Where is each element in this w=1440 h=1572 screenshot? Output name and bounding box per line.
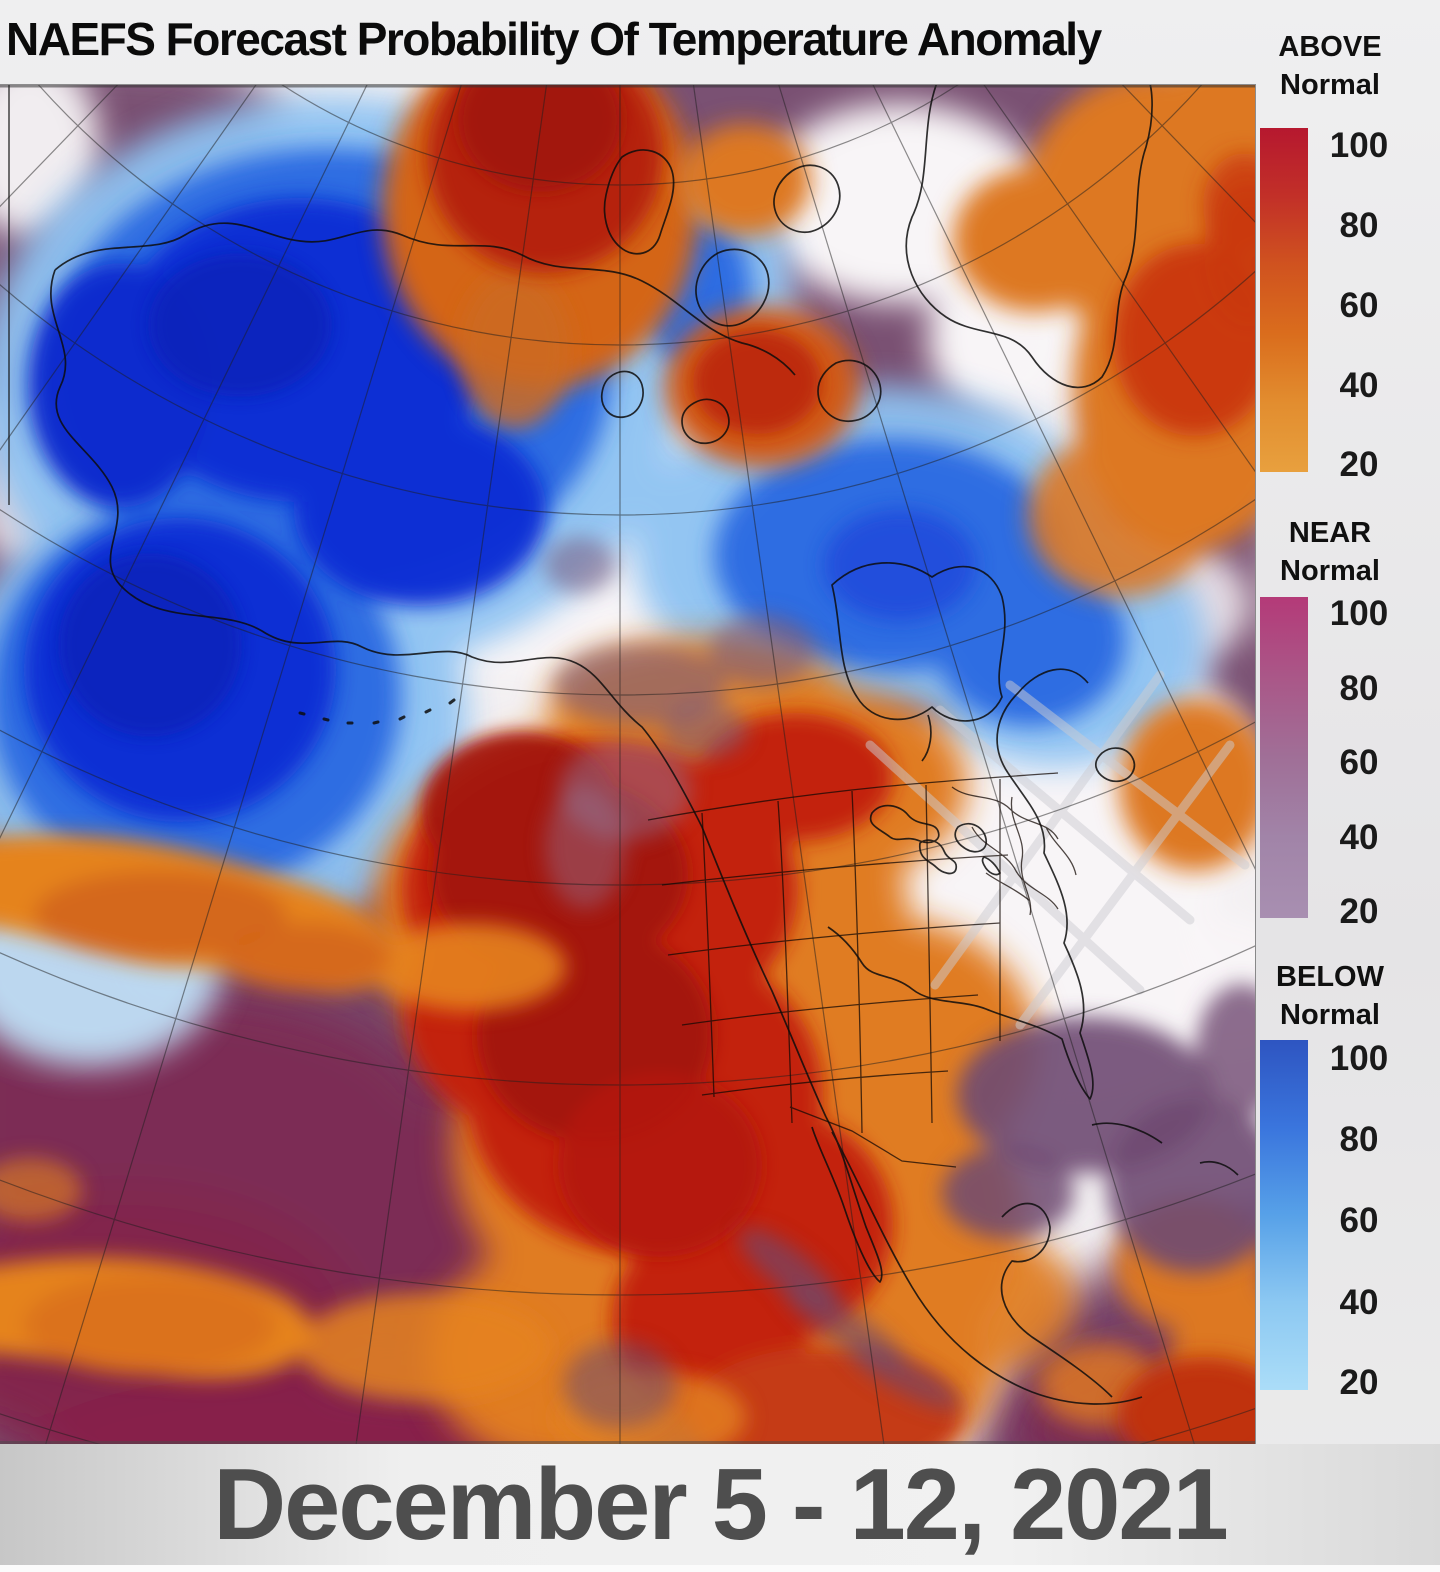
- soft-gray-bands: [865, 670, 1250, 1030]
- tick-label: 100: [1329, 1038, 1389, 1078]
- pacific-orange-streaks: [0, 834, 746, 1444]
- tick-label: 80: [1339, 668, 1379, 708]
- legend-near-line2: Normal: [1280, 555, 1380, 587]
- map-bottom-border: [0, 1441, 1255, 1444]
- state-borders: [647, 772, 1077, 1168]
- legend-above-ticks: 100 80 60 40 20: [1309, 126, 1409, 484]
- map-top-border: [0, 85, 1255, 88]
- atlantic-above-normal-cores: [1113, 153, 1255, 1444]
- tick-label: 60: [1339, 1201, 1379, 1241]
- coastline-paths: [50, 85, 1239, 1405]
- hudson-above-normal-blob: [665, 307, 859, 467]
- tick-label: 100: [1329, 594, 1389, 633]
- legend-near-ticks: 100 80 60 40 20: [1309, 594, 1409, 931]
- tick-label: 100: [1329, 126, 1389, 166]
- tick-label: 40: [1339, 1282, 1379, 1322]
- page-title: NAEFS Forecast Probability Of Temperatur…: [6, 13, 1102, 65]
- legend-panel: ABOVE Normal 100 80 60 40 20 NEAR Normal…: [1255, 0, 1440, 1444]
- legend-below-line1: BELOW: [1276, 961, 1384, 993]
- below-normal-blue-darkest: [58, 253, 332, 737]
- legend-below-ticks: 100 80 60 40 20: [1309, 1038, 1409, 1402]
- tick-label: 60: [1339, 286, 1379, 326]
- forecast-date-range: December 5 - 12, 2021: [213, 1449, 1229, 1561]
- tick-label: 80: [1339, 1120, 1379, 1160]
- tick-label: 20: [1339, 1363, 1379, 1402]
- graticule-lines: [0, 85, 1255, 1444]
- legend-below-colorbar: [1260, 1040, 1308, 1390]
- tick-label: 20: [1339, 891, 1379, 931]
- tick-label: 80: [1339, 206, 1379, 246]
- tick-label: 40: [1339, 818, 1379, 858]
- legend-above-line1: ABOVE: [1278, 31, 1382, 63]
- date-band: December 5 - 12, 2021: [0, 1444, 1440, 1572]
- legend-near-line1: NEAR: [1288, 517, 1372, 549]
- legend-below-heading: BELOW Normal: [1255, 958, 1405, 1034]
- tick-label: 60: [1339, 743, 1379, 783]
- legend-near-colorbar: [1260, 597, 1308, 918]
- tick-label: 20: [1339, 445, 1379, 485]
- legend-above-colorbar: [1260, 128, 1308, 472]
- legend-above-heading: ABOVE Normal: [1255, 28, 1405, 104]
- legend-above-line2: Normal: [1280, 69, 1380, 101]
- forecast-map: [0, 85, 1255, 1444]
- purple-accent-patches: [544, 537, 1255, 1429]
- legend-near-heading: NEAR Normal: [1255, 514, 1405, 590]
- legend-below-line2: Normal: [1280, 999, 1380, 1031]
- tick-label: 40: [1339, 366, 1379, 406]
